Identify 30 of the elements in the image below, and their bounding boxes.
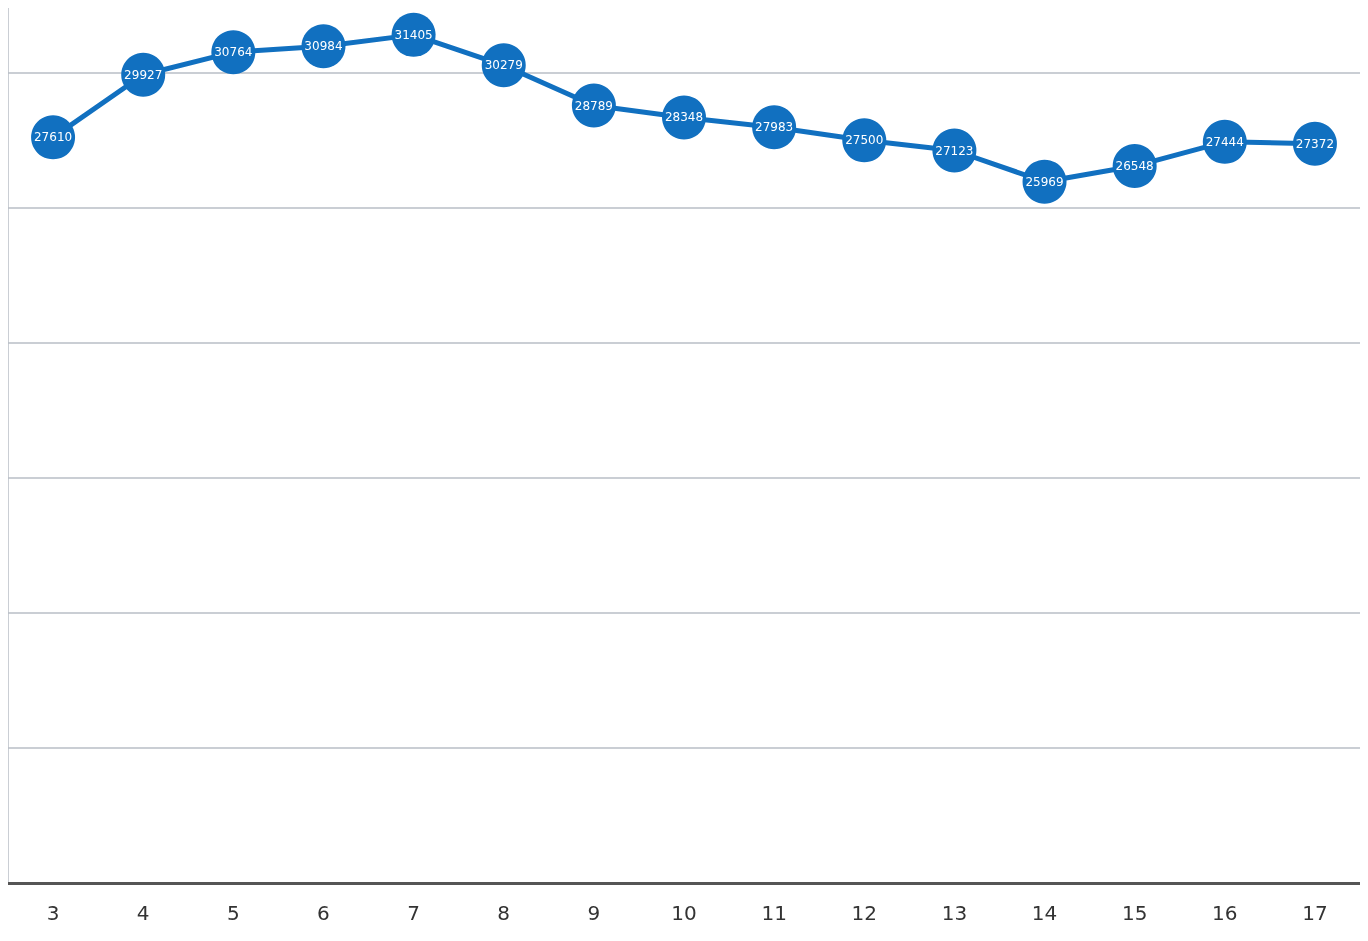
- data-label: 25969: [1025, 174, 1064, 189]
- data-label: 27500: [845, 133, 884, 148]
- x-tick-label: 7: [407, 901, 420, 925]
- data-label: 27444: [1205, 134, 1244, 149]
- x-tick-label: 6: [317, 901, 330, 925]
- data-label: 31405: [394, 27, 433, 42]
- x-tick-label: 16: [1212, 901, 1238, 925]
- data-label: 27372: [1295, 136, 1335, 151]
- data-label: 30984: [304, 39, 343, 54]
- x-tick-label: 8: [497, 901, 511, 925]
- x-tick-label: 12: [851, 901, 877, 925]
- x-tick-label: 13: [941, 901, 968, 925]
- x-tick-label: 11: [761, 901, 787, 925]
- data-label: 28348: [664, 110, 704, 125]
- data-label: 29927: [124, 67, 163, 82]
- x-tick-label: 3: [46, 901, 60, 925]
- data-label: 27983: [755, 120, 794, 135]
- x-tick-label: 15: [1121, 901, 1148, 925]
- data-label: 30279: [484, 58, 523, 73]
- data-label: 30764: [214, 45, 253, 60]
- data-label: 27123: [935, 143, 974, 158]
- data-label: 28789: [574, 98, 613, 113]
- data-label: 27610: [33, 130, 73, 145]
- x-tick-label: 14: [1031, 901, 1058, 925]
- x-tick-label: 17: [1302, 901, 1328, 925]
- x-tick-label: 9: [587, 901, 601, 925]
- x-tick-label: 4: [136, 901, 150, 925]
- data-label: 26548: [1115, 159, 1154, 174]
- x-tick-label: 5: [226, 901, 240, 925]
- x-tick-label: 10: [671, 901, 697, 925]
